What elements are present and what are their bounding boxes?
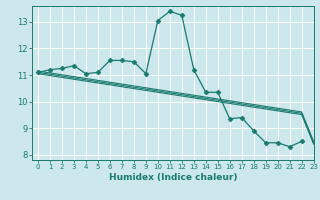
X-axis label: Humidex (Indice chaleur): Humidex (Indice chaleur) xyxy=(108,173,237,182)
